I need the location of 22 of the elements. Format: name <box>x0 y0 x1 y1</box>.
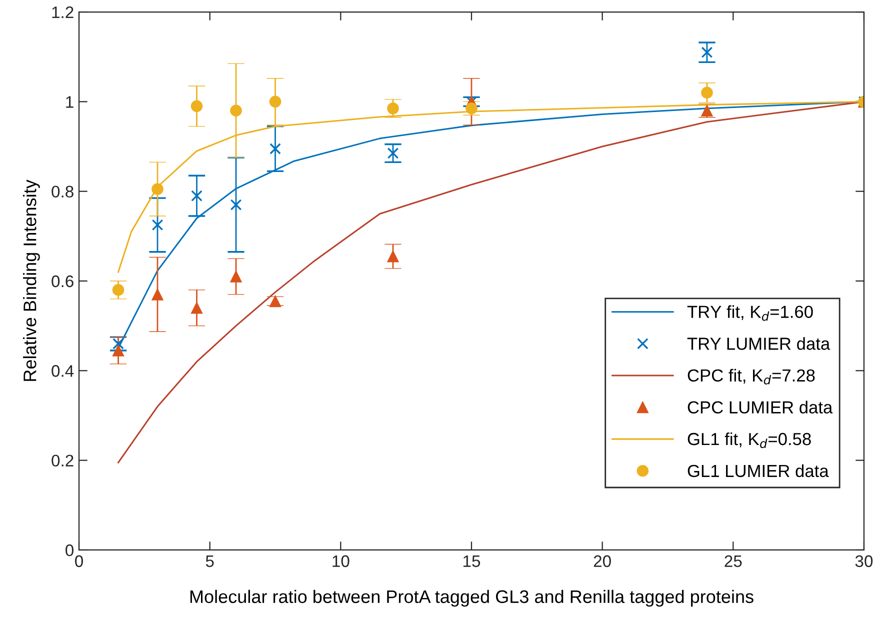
legend-label: TRY fit, K$_{d}$=1.60 <box>687 305 813 321</box>
legend-label: GL1 LUMIER data <box>688 464 829 478</box>
legend-label: CPC fit, K$_{d}$=7.28 <box>688 368 815 384</box>
y-tick-label: 1 <box>66 96 74 108</box>
x-tick-label: 20 <box>594 555 611 568</box>
y-axis-title: Relative Binding Intensity <box>23 180 40 381</box>
y-tick-label: 0 <box>66 544 74 556</box>
y-tick-label: 0.2 <box>52 454 74 467</box>
y-tick-label: 0.6 <box>52 275 74 288</box>
x-tick-label: 0 <box>75 555 83 568</box>
x-tick-label: 5 <box>206 555 214 568</box>
legend-label: GL1 fit, K$_{d}$=0.58 <box>688 432 811 448</box>
x-tick-label: 30 <box>855 555 873 568</box>
y-tick-label: 1.2 <box>52 6 74 18</box>
y-tick-label: 0.8 <box>52 186 74 198</box>
x-tick-label: 10 <box>332 555 350 568</box>
legend-label: CPC LUMIER data <box>688 400 833 414</box>
x-tick-label: 15 <box>463 555 480 568</box>
legend-label: TRY LUMIER data <box>687 337 830 350</box>
y-tick-label: 0.4 <box>52 365 74 377</box>
x-tick-label: 25 <box>724 555 742 568</box>
x-axis-title: Molecular ratio between ProtA tagged GL3 and Renilla tagged proteins <box>190 590 754 607</box>
